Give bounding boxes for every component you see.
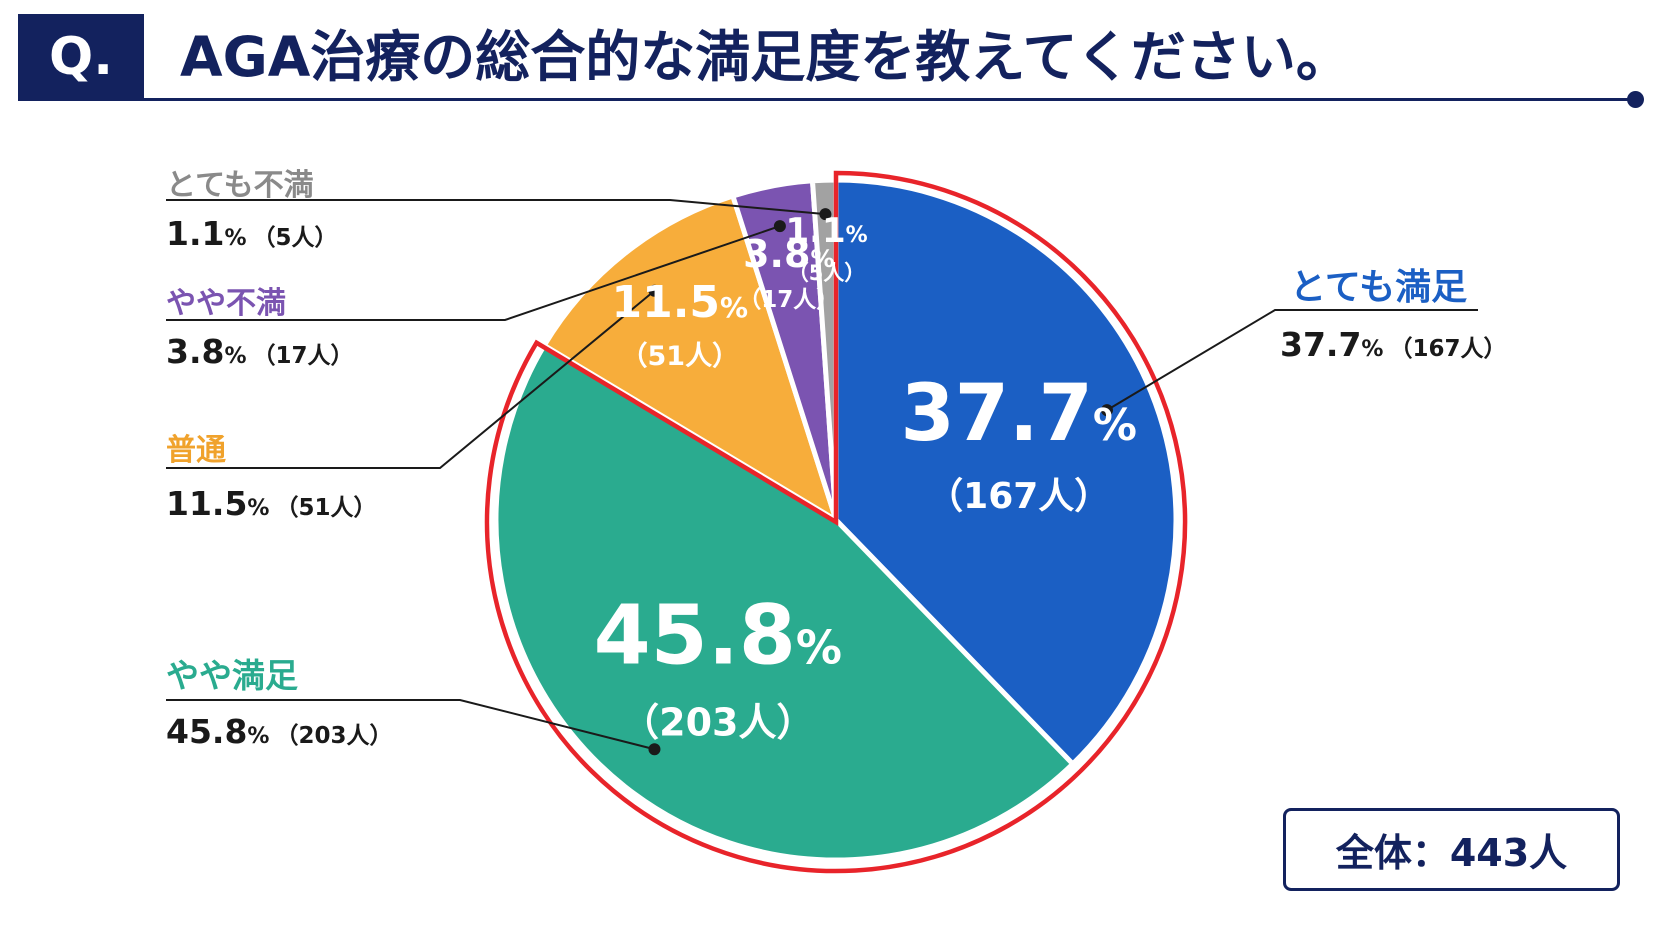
slice-label-count-very-satisfied: （167人） — [927, 476, 1110, 517]
leader-dot-somewhat-satisfied — [648, 743, 661, 756]
callout-name-very-satisfied: とても満足 — [1290, 267, 1468, 308]
leader-line-very-dissatisfied — [166, 199, 826, 216]
callout-value-somewhat-satisfied: 45.8% （203人） — [166, 712, 393, 751]
title-underline-dot — [1627, 91, 1644, 108]
slice-label-count-somewhat-satisfied: （203人） — [621, 700, 814, 744]
pie-slice-somewhat-satisfied — [493, 342, 1076, 863]
callout-name-neutral: 普通 — [166, 433, 226, 468]
leader-line-somewhat-dissatisfied — [166, 225, 781, 321]
slice-label-count-neutral: （51人） — [621, 341, 740, 372]
slice-label-count-very-dissatisfied: （5人） — [788, 261, 866, 285]
question-badge: Q. — [18, 14, 144, 100]
leader-dot-very-satisfied — [1100, 404, 1113, 417]
total-respondents-label: 全体：443人 — [1335, 831, 1568, 875]
slice-label-value-very-dissatisfied: 1.1% — [785, 211, 867, 251]
leader-dot-very-dissatisfied — [819, 208, 832, 221]
callout-name-very-dissatisfied: とても不満 — [166, 168, 314, 203]
callout-name-somewhat-satisfied: やや満足 — [166, 656, 298, 695]
slice-label-value-very-satisfied: 37.7% — [900, 369, 1137, 459]
pie-slice-very-satisfied — [833, 177, 1179, 767]
leader-line-somewhat-satisfied — [166, 699, 655, 751]
title-underline — [18, 98, 1638, 101]
callout-value-neutral: 11.5% （51人） — [166, 484, 377, 523]
callout-value-somewhat-dissatisfied: 3.8% （17人） — [166, 332, 354, 371]
slice-label-count-somewhat-dissatisfied: （17人） — [738, 286, 839, 313]
slice-label-value-neutral: 11.5% — [611, 277, 748, 328]
slice-label-value-somewhat-satisfied: 45.8% — [594, 588, 842, 683]
leader-dot-somewhat-dissatisfied — [773, 220, 786, 233]
leader-dot-neutral — [648, 284, 661, 297]
callout-value-very-dissatisfied: 1.1% （5人） — [166, 214, 338, 253]
total-respondents-box: 全体：443人 — [1283, 808, 1620, 891]
page-title: AGA治療の総合的な満足度を教えてください。 — [180, 25, 1351, 89]
callout-name-somewhat-dissatisfied: やや不満 — [166, 286, 286, 321]
callout-value-very-satisfied: 37.7% （167人） — [1280, 325, 1507, 364]
leader-line-very-satisfied — [1106, 309, 1478, 411]
slice-label-value-somewhat-dissatisfied: 3.8% — [743, 232, 834, 276]
highlight-outline — [484, 170, 1188, 874]
leader-line-neutral — [166, 290, 656, 469]
